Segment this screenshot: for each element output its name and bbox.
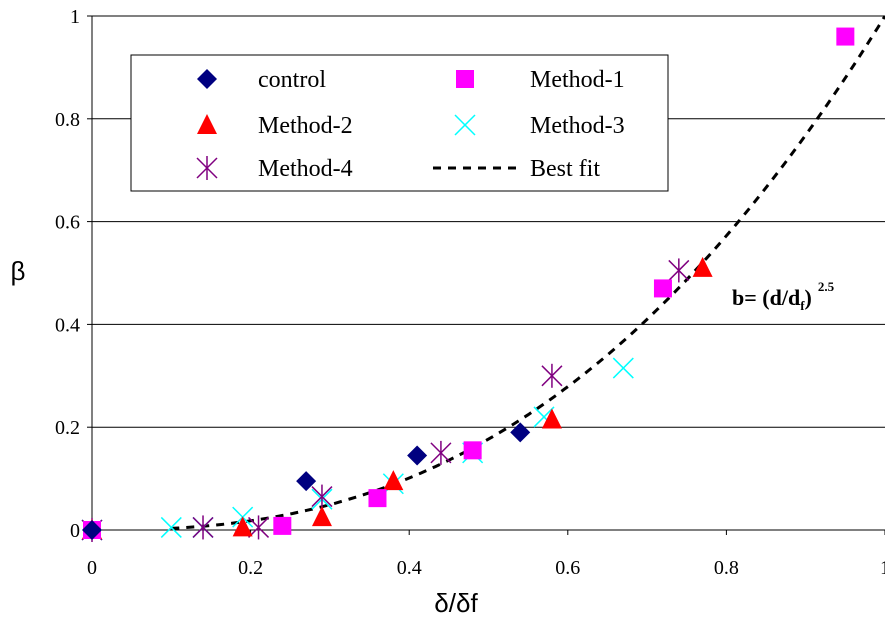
y-tick-label: 0 [70, 520, 80, 542]
annotation-close: ) [805, 285, 812, 310]
y-tick-label: 1 [70, 6, 80, 28]
y-axis-label: β [11, 256, 26, 286]
legend-label: Best fit [530, 156, 600, 182]
legend-marker [197, 114, 217, 134]
point-method-2 [692, 256, 713, 277]
point-control [296, 471, 317, 492]
point-method-1 [273, 516, 292, 535]
legend-item-method-2: Method-2 [197, 113, 353, 139]
legend: control Method-1 Method-2 Method-3 Method-4 B… [130, 54, 669, 192]
annotation-main: b= (d/d [732, 285, 800, 310]
x-tick-label: 0.6 [555, 557, 580, 579]
y-tick-label: 0.6 [55, 212, 80, 234]
point-method-2 [541, 408, 562, 429]
point-method-4 [430, 440, 452, 465]
annotation-sub: f [800, 298, 805, 313]
point-method-4 [311, 484, 333, 509]
legend-item-method-3: Method-3 [454, 113, 625, 139]
point-method-4 [541, 363, 563, 388]
data-points [81, 27, 855, 542]
annotation-sup: 2.5 [818, 279, 835, 294]
x-tick-label: 0.4 [397, 557, 422, 579]
y-tick-labels: 0 0.2 0.4 0.6 0.8 1 [55, 6, 92, 542]
y-tick-label: 0.2 [55, 417, 80, 439]
legend-item-method-1: Method-1 [456, 67, 625, 93]
point-control [510, 422, 531, 443]
point-method-1 [836, 27, 855, 46]
x-axis-label: δ/δf [434, 588, 478, 618]
legend-label: control [258, 67, 326, 93]
point-control [82, 520, 102, 540]
x-tick-label: 1 [880, 557, 885, 579]
y-tick-label: 0.4 [55, 314, 80, 336]
legend-marker [196, 156, 218, 180]
point-method-4 [192, 515, 214, 540]
point-method-3 [612, 357, 634, 379]
point-method-3 [160, 516, 182, 538]
legend-label: Method-2 [258, 113, 353, 139]
point-method-2 [383, 470, 404, 491]
legend-item-control: control [197, 67, 326, 93]
point-method-1 [368, 489, 387, 508]
x-tick-label: 0.2 [238, 557, 263, 579]
legend-item-method-4: Method-4 [196, 156, 353, 182]
legend-box [130, 54, 669, 192]
legend-marker [456, 70, 474, 88]
point-control [407, 445, 428, 466]
x-tick-label: 0 [87, 557, 97, 579]
legend-item-best-fit: Best fit [433, 156, 600, 182]
point-method-4 [247, 515, 270, 540]
point-method-2 [232, 516, 253, 537]
x-tick-label: 0.8 [714, 557, 739, 579]
fit-annotation: b= (d/df) 2.5 [732, 279, 835, 313]
point-method-1 [463, 441, 482, 460]
legend-marker [454, 114, 476, 136]
legend-marker [197, 69, 217, 89]
legend-label: Method-3 [530, 113, 625, 139]
best-fit-curve [171, 15, 885, 530]
axes [91, 16, 885, 531]
point-method-2 [311, 506, 332, 527]
point-method-4 [668, 258, 690, 283]
best-fit-line [171, 15, 885, 530]
legend-label: Method-1 [530, 67, 625, 93]
legend-label: Method-4 [258, 156, 353, 182]
x-tick-labels: 0 0.2 0.4 0.6 0.8 1 [87, 530, 885, 579]
point-method-1 [653, 279, 672, 298]
y-tick-label: 0.8 [55, 109, 80, 131]
